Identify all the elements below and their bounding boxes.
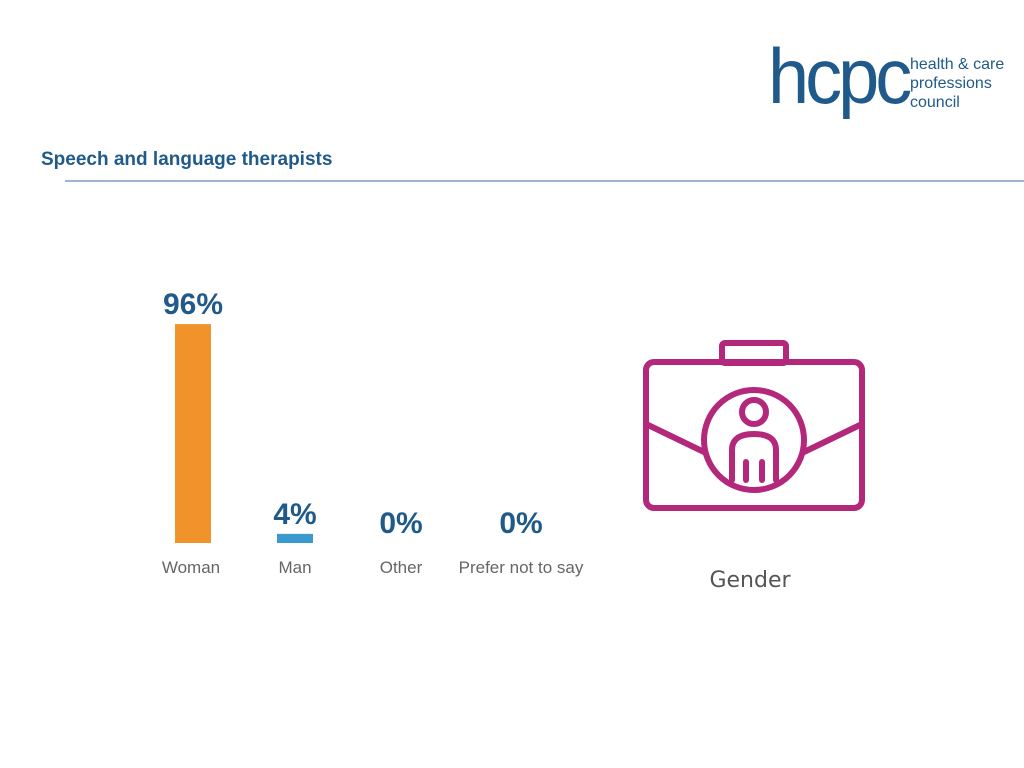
logo-line-2: professions (910, 75, 992, 92)
bar-0 (175, 324, 211, 543)
hcpc-logo: hcpc health & care professions council (768, 32, 1008, 134)
logo-line-3: council (910, 94, 960, 111)
value-label-0: 96% (163, 288, 223, 321)
bar-1 (277, 533, 313, 543)
category-label-2: Other (380, 558, 423, 577)
title-divider (65, 180, 1024, 182)
page-title: Speech and language therapists (41, 149, 333, 170)
category-label-0: Woman (162, 558, 220, 577)
briefcase-person-icon-svg (643, 340, 865, 511)
category-label-3: Prefer not to say (459, 558, 584, 577)
value-label-2: 0% (379, 507, 422, 540)
value-label-1: 4% (273, 498, 316, 531)
gender-bar-chart: 96% Woman 4% Man 0% Other 0% Prefer not to say (162, 288, 584, 577)
briefcase-person-icon (640, 340, 870, 515)
value-label-3: 0% (499, 507, 542, 540)
icon-caption: Gender (709, 568, 791, 593)
logo-text: health & care professions council (910, 55, 1004, 112)
category-label-1: Man (278, 558, 311, 577)
logo-mark: hcpc (768, 32, 912, 120)
logo-line-1: health & care (910, 56, 1005, 73)
